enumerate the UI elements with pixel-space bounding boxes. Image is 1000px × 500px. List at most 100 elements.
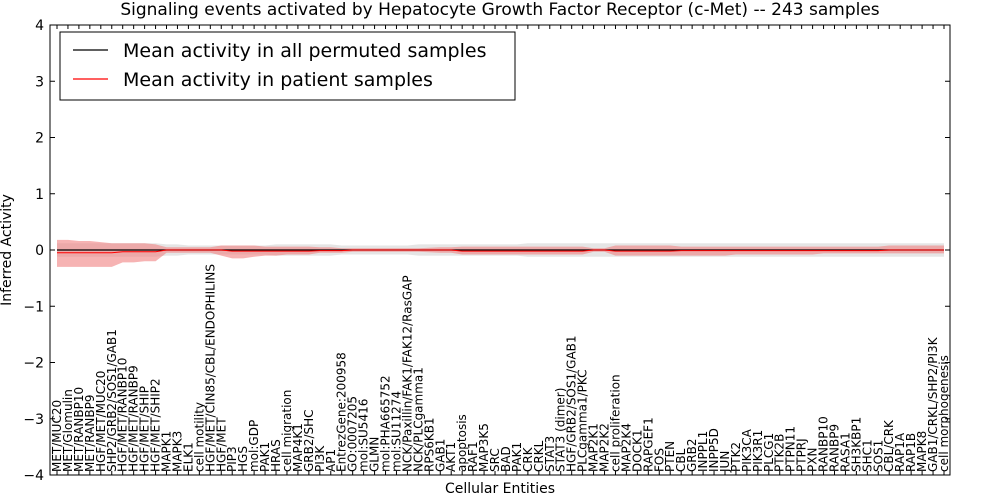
x-tick-label: RASA1	[838, 432, 852, 472]
x-tick-label: MET/RANBP10	[72, 387, 86, 472]
x-tick-label: RAF1	[466, 441, 480, 472]
y-tick-label: 0	[35, 243, 44, 259]
x-tick-label: mol:SU11274	[390, 391, 404, 472]
x-tick-label: cell proliferation	[609, 374, 623, 472]
x-tick-label: PTEN	[663, 441, 677, 472]
x-tick-label: HGF/MET	[214, 417, 228, 472]
x-tick-label: RPS6KB1	[422, 417, 436, 472]
x-tick-label: MET/Glomulin	[61, 389, 75, 472]
x-tick-label: MAPK3	[171, 431, 185, 472]
x-tick-label: PAK1	[510, 442, 524, 472]
legend-label-permuted: Mean activity in all permuted samples	[123, 40, 486, 62]
x-tick-label: RAP1A	[893, 432, 907, 472]
x-tick-label: RANBP9	[828, 424, 842, 472]
x-tick-label: INPP5D	[707, 428, 721, 472]
x-tick-label: HGF/MET/RANBP9	[127, 365, 141, 472]
series-lines	[57, 249, 944, 254]
x-tick-label: NCK/Paxillin/FAK1/FAK12/RasGAP	[400, 275, 414, 472]
legend: Mean activity in all permuted samples Me…	[59, 31, 516, 101]
x-tick-label: MAP2K4	[619, 423, 633, 472]
x-tick-label: SHP2/GRB2/SOS1/GAB1	[105, 329, 119, 472]
x-tick-label: PAK1	[258, 442, 272, 472]
y-tick-label: −4	[23, 468, 44, 484]
x-tick-label: GRB2	[685, 438, 699, 472]
x-tick-label: MAP4K1	[291, 423, 305, 472]
y-tick-label: 2	[35, 131, 44, 147]
x-tick-label: GO:0007205	[346, 396, 360, 472]
y-tick-label: 4	[35, 18, 44, 34]
x-tick-label: PI3K	[313, 445, 327, 472]
y-axis-title: Inferred Activity	[0, 194, 15, 306]
x-tick-label: HGF/MET/MUC20	[94, 371, 108, 472]
x-tick-label: GLMN	[368, 437, 382, 472]
legend-label-patient: Mean activity in patient samples	[123, 69, 433, 91]
x-tick-label: MAPK1	[160, 431, 174, 472]
x-tick-label: AP1	[324, 449, 338, 472]
x-tick-label: apoptosis	[455, 414, 469, 472]
x-tick-label: RAPGEF1	[641, 417, 655, 472]
x-tick-label: GAB1/CRKL/SHP2/PI3K	[926, 336, 940, 472]
x-tick-label: MET/MUC20	[50, 400, 64, 472]
x-tick-label: DOCK1	[630, 429, 644, 472]
x-tick-label: cell migration	[280, 390, 294, 472]
x-tick-label: CRK	[521, 446, 535, 472]
x-tick-label: HGF/MET/RANBP10	[116, 358, 130, 472]
x-tick-label: MAP2K1	[587, 423, 601, 472]
x-tick-label: SHC1	[860, 439, 874, 472]
x-tick-label: PXN	[806, 448, 820, 472]
x-tick-label: MAP3K5	[477, 423, 491, 472]
x-tick-label: CBL	[674, 448, 688, 472]
x-axis	[56, 25, 945, 475]
x-tick-label: PIP3	[225, 446, 239, 472]
x-tick-label: cell morphogenesis	[937, 355, 951, 472]
x-tick-label: NCK/PLCgamma1	[411, 367, 425, 472]
x-tick-label: HGF/MET/SHIP	[138, 386, 152, 472]
band-series-1	[57, 239, 944, 267]
x-tick-label: CBL/CRK	[882, 419, 896, 472]
x-tick-label: PLCG1	[762, 433, 776, 472]
x-tick-label: MAP2K2	[598, 423, 612, 472]
x-tick-label: cell motility	[192, 402, 206, 472]
legend-box	[59, 31, 516, 101]
x-tick-label: SH3KBP1	[849, 417, 863, 472]
y-tick-label: −2	[23, 356, 44, 372]
x-tick-label: HGF/MET/CIN85/CBL/ENDOPHILINS	[203, 264, 217, 472]
x-tick-label: mol:SU5416	[357, 399, 371, 472]
x-axis-title: Cellular Entities	[445, 481, 555, 497]
x-tick-label: HRAS	[269, 439, 283, 472]
x-tick-label: INPPL1	[696, 431, 710, 472]
x-tick-label: PLCgamma1/PKC	[576, 369, 590, 472]
x-tick-label: HGF/GRB2/SOS1/GAB1	[565, 335, 579, 472]
x-tick-label: STAT3 (dimer)	[554, 388, 568, 472]
x-tick-label: mol:PHA665752	[379, 375, 393, 472]
x-tick-label: ELK1	[181, 442, 195, 472]
x-tick-label: CRKL	[532, 440, 546, 472]
x-tick-label: RANBP10	[817, 416, 831, 472]
x-tick-label: MET/RANBP9	[83, 395, 97, 472]
y-tick-label: 1	[35, 187, 44, 203]
x-tick-labels: MET/MUC20MET/GlomulinMET/RANBP10MET/RANB…	[50, 264, 951, 473]
x-tick-label: mol:GDP	[247, 420, 261, 472]
x-tick-label: PTPN11	[784, 426, 798, 472]
x-tick-label: HGS	[236, 446, 250, 472]
x-tick-label: STAT3	[543, 436, 557, 472]
x-tick-label: BAD	[499, 446, 513, 472]
x-tick-label: GRB2/SHC	[302, 409, 316, 472]
x-tick-label: PTK2	[729, 442, 743, 472]
x-tick-label: GAB1	[433, 439, 447, 472]
x-tick-label: JUN	[718, 451, 732, 473]
x-tick-label: PIK3CA	[740, 428, 754, 472]
x-tick-label: PTPRJ	[795, 438, 809, 472]
line-series-1	[57, 249, 944, 254]
y-axis: −4 −3 −2 −1 0 1 2 3 4	[23, 18, 950, 484]
y-tick-label: −1	[23, 299, 44, 315]
x-tick-label: PTK2B	[773, 434, 787, 472]
y-tick-label: 3	[35, 74, 44, 90]
chart-title: Signaling events activated by Hepatocyte…	[120, 0, 879, 20]
x-tick-label: SOS1	[871, 440, 885, 472]
x-tick-label: FOS	[652, 448, 666, 472]
x-tick-label: SRC	[488, 448, 502, 472]
x-tick-label: HGF/MET/SHIP2	[149, 378, 163, 472]
x-tick-label: EntrezGene:200958	[335, 352, 349, 472]
